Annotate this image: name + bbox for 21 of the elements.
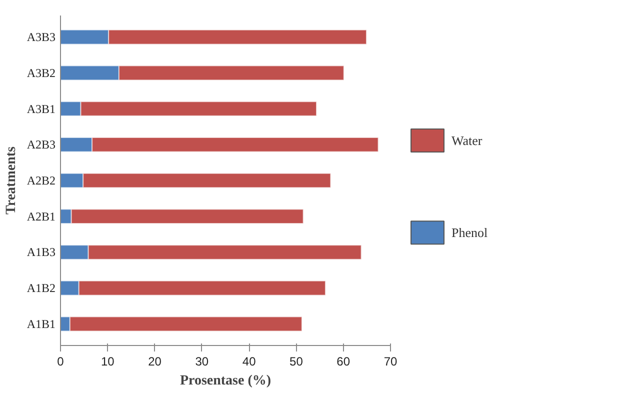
y-axis-title: Treatments	[4, 146, 19, 214]
y-tick-label: A2B1	[26, 209, 56, 224]
x-tick-label: 40	[242, 354, 256, 368]
y-tick-label: A3B3	[26, 30, 56, 44]
x-tick-label: 60	[336, 354, 350, 368]
y-tick-label: A3B1	[26, 102, 56, 116]
x-tick-label: 30	[195, 354, 209, 368]
y-tick-label: A1B2	[26, 281, 56, 296]
x-axis-title: Prosentase (%)	[180, 374, 272, 388]
y-tick-label: A2B2	[26, 174, 56, 188]
x-tick-label: 50	[290, 354, 304, 368]
legend-label: Water	[452, 133, 483, 148]
x-tick-label: 20	[148, 354, 162, 368]
legend-label: Phenol	[452, 225, 488, 240]
y-tick-label: A3B2	[26, 66, 56, 80]
x-tick-label: 0	[57, 354, 64, 368]
x-tick-label: 70	[384, 354, 398, 368]
y-tick-label: A1B3	[26, 245, 56, 260]
y-tick-label: A2B3	[26, 138, 56, 152]
y-tick-label: A1B1	[26, 316, 56, 331]
x-tick-label: 10	[100, 354, 115, 368]
